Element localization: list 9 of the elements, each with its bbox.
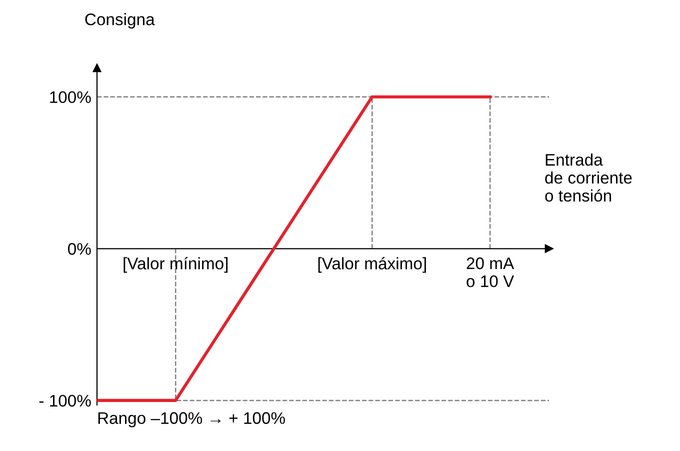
y-tick-label: 100% bbox=[50, 91, 91, 104]
text: Rango –100% → + 100% bbox=[98, 412, 285, 428]
y-axis-title: Consigna bbox=[85, 13, 155, 29]
x-tick-label: 20 mA o 10 V bbox=[466, 257, 514, 288]
x-tick-label: [Valor máximo] bbox=[318, 256, 426, 273]
y-tick-label: - 100% bbox=[39, 394, 91, 407]
x-tick-label: [Valor mínimo] bbox=[124, 256, 228, 273]
y-tick-label: 0% bbox=[68, 243, 91, 255]
x-axis-title: Entrada de corriente o tensión bbox=[545, 153, 632, 202]
